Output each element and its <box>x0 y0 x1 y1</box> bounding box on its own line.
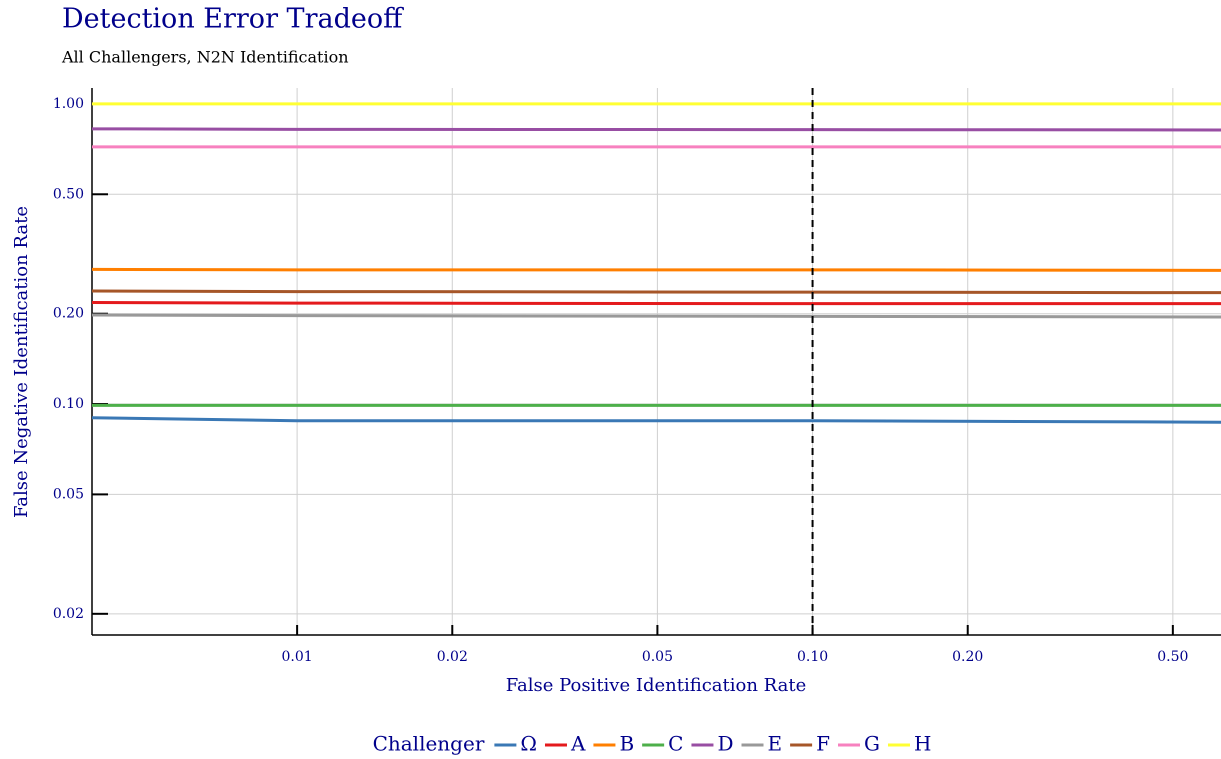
legend-item: B <box>593 732 634 756</box>
legend-label: H <box>914 732 931 756</box>
legend: Challenger Ω A B C D E F G H <box>373 732 932 756</box>
x-tick-label: 0.02 <box>437 649 468 665</box>
series-line <box>91 313 1221 319</box>
y-axis-label: False Negative Identification Rate <box>11 206 32 518</box>
legend-label: D <box>717 732 733 756</box>
chart-subtitle: All Challengers, N2N Identification <box>61 48 349 67</box>
y-tick-label: 0.05 <box>53 486 84 502</box>
series-line <box>91 416 1221 424</box>
legend-label: B <box>619 732 634 756</box>
legend-item: Ω <box>494 732 537 756</box>
x-axis-label: False Positive Identification Rate <box>506 675 807 696</box>
x-tick-label: 0.20 <box>952 649 983 665</box>
legend-item: D <box>691 732 734 756</box>
legend-item: G <box>838 732 880 756</box>
x-tick-label: 0.01 <box>282 649 313 665</box>
series-line <box>91 300 1221 306</box>
legend-label: Ω <box>520 732 537 756</box>
legend-label: G <box>864 732 880 756</box>
legend-item: A <box>544 732 586 756</box>
legend-label: C <box>668 732 683 756</box>
legend-item: H <box>887 732 931 756</box>
series-line <box>91 127 1221 132</box>
x-tick-label: 0.50 <box>1157 649 1188 665</box>
y-tick-label: 0.02 <box>53 606 84 622</box>
legend-label: E <box>768 732 783 756</box>
series-line <box>91 267 1221 272</box>
legend-title: Challenger <box>373 732 485 756</box>
x-tick-label: 0.10 <box>797 649 828 665</box>
legend-label: A <box>570 732 586 756</box>
legend-item: E <box>741 732 783 756</box>
legend-item: F <box>790 732 830 756</box>
chart-title: Detection Error Tradeoff <box>62 4 404 35</box>
series-line <box>91 289 1221 295</box>
x-tick-label: 0.05 <box>642 649 673 665</box>
y-tick-label: 0.10 <box>53 396 84 412</box>
y-tick-label: 0.50 <box>53 186 84 202</box>
y-tick-label: 1.00 <box>53 96 84 112</box>
legend-item: C <box>642 732 683 756</box>
y-tick-label: 0.20 <box>53 306 84 322</box>
legend-label: F <box>816 732 830 756</box>
